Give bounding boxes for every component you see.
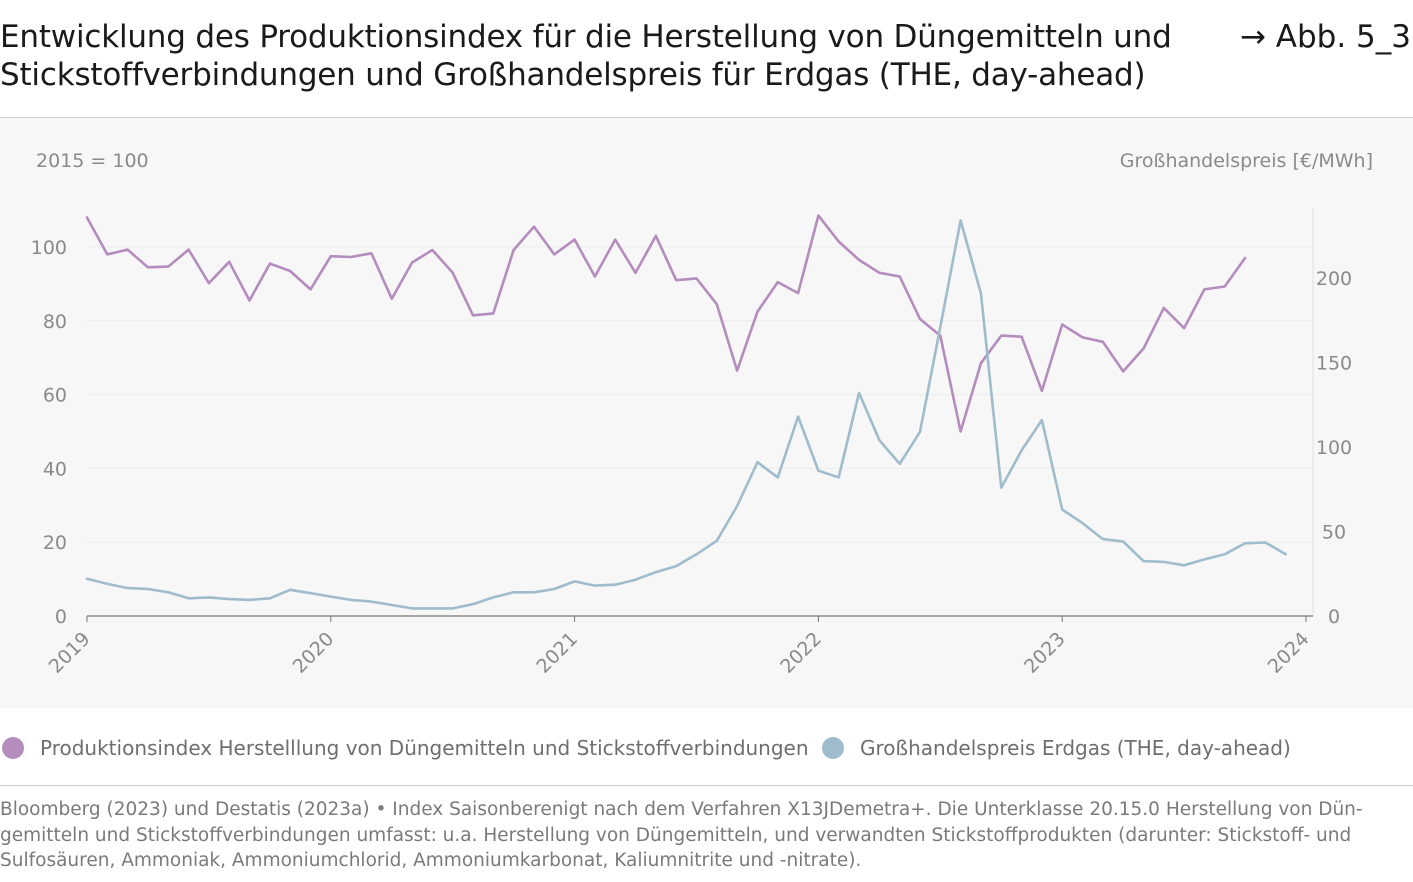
right-axis-tick-label: 0 — [1328, 606, 1340, 628]
footnote-line: Sulfosäuren, Ammoniak, Ammoniumchlorid, … — [0, 850, 862, 871]
chart-title: Entwicklung des Produktionsindex für die… — [0, 19, 1172, 93]
footnote-line: gemitteln und Stickstoffverbindungen umf… — [0, 824, 1352, 846]
right-axis-tick-label: 200 — [1316, 268, 1352, 290]
left-axis-tick-label: 20 — [43, 532, 67, 554]
footnote-divider — [0, 785, 1413, 786]
left-axis-tick-label: 60 — [43, 385, 67, 407]
x-axis-tick-label: 2022 — [776, 628, 826, 678]
legend-label-produktionsindex: Produktionsindex Herstelllung von Düngem… — [40, 736, 809, 760]
figure-reference: → Abb. 5_3 — [1239, 19, 1411, 55]
left-axis-tick-label: 40 — [43, 458, 67, 480]
x-axis-tick-label: 2023 — [1020, 628, 1070, 678]
x-axis-tick-label: 2019 — [45, 628, 95, 678]
legend: Produktionsindex Herstelllung von Düngem… — [0, 736, 1413, 766]
right-axis-tick-label: 150 — [1316, 353, 1352, 375]
chart-area: 2015 = 100 Großhandelspreis [€/MWh] 0 20 4… — [0, 118, 1413, 708]
source-footnote: Bloomberg (2023) und Destatis (2023a) • … — [0, 797, 1410, 874]
right-axis-unit-label: Großhandelspreis [€/MWh] — [1119, 150, 1373, 172]
legend-item-grosshandelspreis: Großhandelspreis Erdgas (THE, day-ahead) — [822, 736, 1291, 760]
right-axis-tick-label: 100 — [1316, 437, 1352, 459]
legend-item-produktionsindex: Produktionsindex Herstelllung von Düngem… — [2, 736, 809, 760]
legend-dot-blue — [822, 737, 844, 759]
legend-dot-purple — [2, 737, 24, 759]
footnote-line: Bloomberg (2023) und Destatis (2023a) • … — [0, 799, 1363, 820]
left-axis-tick-label: 0 — [55, 606, 67, 628]
x-axis-tick-label: 2024 — [1264, 628, 1314, 678]
left-axis-unit-label: 2015 = 100 — [36, 150, 149, 172]
x-axis-tick-label: 2020 — [289, 628, 339, 678]
left-axis-tick-label: 100 — [31, 237, 67, 259]
left-axis-tick-label: 80 — [43, 311, 67, 333]
series-line-produktionsindex — [85, 214, 1247, 433]
line-chart: 0 20 40 60 80 100 0 50 100 150 200 2019 2020 2021 2022… — [31, 208, 1352, 678]
legend-label-grosshandelspreis: Großhandelspreis Erdgas (THE, day-ahead) — [860, 736, 1291, 760]
title-divider — [0, 117, 1413, 118]
right-axis-tick-label: 50 — [1322, 522, 1346, 544]
x-axis-tick-label: 2021 — [532, 628, 582, 678]
series-line-grosshandelspreis — [85, 219, 1287, 610]
